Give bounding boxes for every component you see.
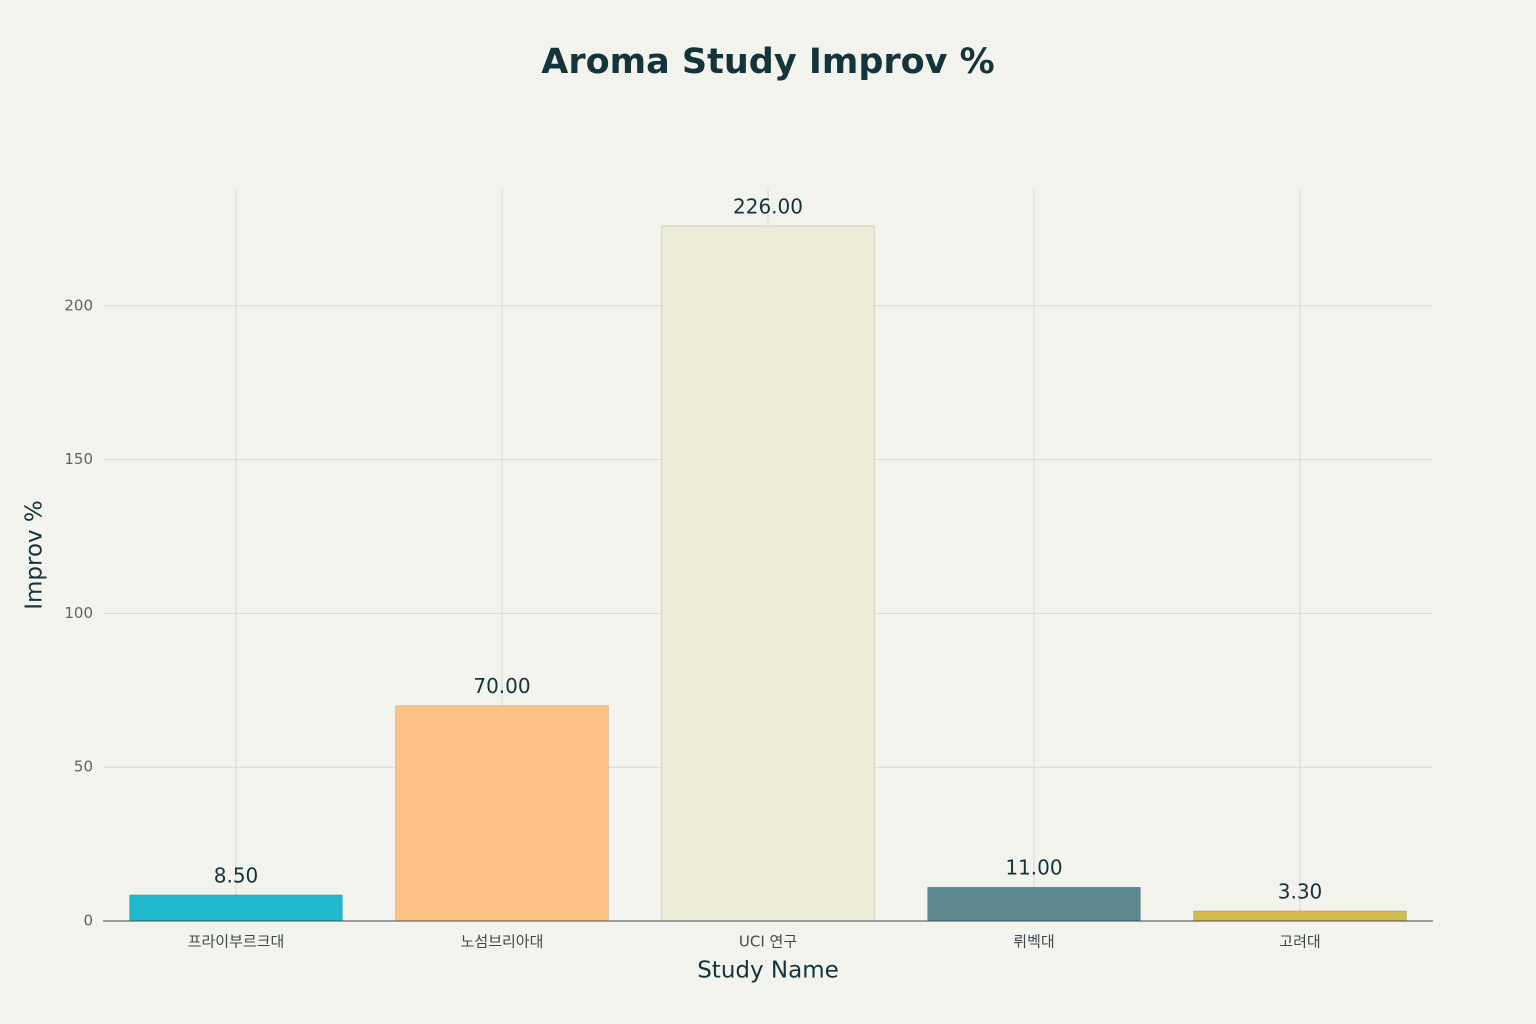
x-tick-label: 뤼벡대: [1013, 933, 1054, 951]
data-label: 226.00: [733, 194, 803, 218]
y-tick-label: 50: [74, 758, 93, 776]
x-tick-label: UCI 연구: [739, 933, 797, 951]
bar: [1193, 910, 1407, 922]
y-tick-label: 0: [83, 912, 93, 930]
bar: [927, 886, 1141, 922]
x-axis-title: Study Name: [697, 958, 839, 984]
data-label: 3.30: [1278, 879, 1323, 903]
x-tick-label: 고려대: [1279, 933, 1320, 951]
data-label: 8.50: [214, 863, 259, 887]
data-label: 70.00: [473, 674, 530, 698]
data-label: 11.00: [1005, 856, 1062, 880]
bar: [129, 894, 343, 922]
y-tick-label: 200: [64, 296, 93, 314]
chart-title: Aroma Study Improv %: [541, 42, 995, 82]
bar: [661, 225, 875, 922]
x-tick-label: 프라이부르크대: [188, 933, 285, 951]
x-tick-label: 노섬브리아대: [461, 933, 544, 951]
bar: [395, 705, 609, 922]
y-tick-label: 150: [64, 450, 93, 468]
y-tick-label: 100: [64, 604, 93, 622]
y-axis-title: Improv %: [22, 500, 48, 610]
